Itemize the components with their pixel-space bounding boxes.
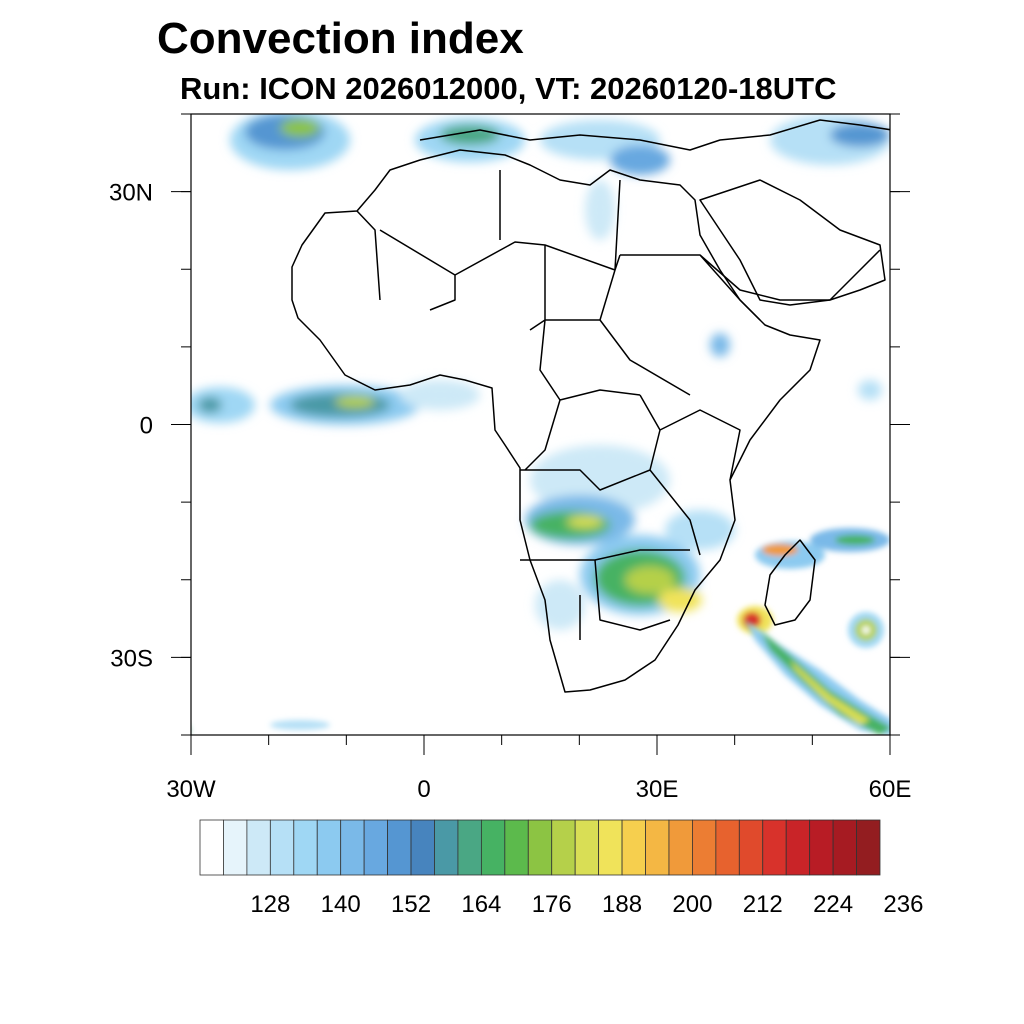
colorbar-swatch [527, 819, 553, 876]
arabia [699, 179, 886, 306]
colorbar-swatch [621, 819, 646, 876]
colorbar-swatch [832, 819, 857, 876]
chart-subtitle: Run: ICON 2026012000, VT: 20260120-18UTC [180, 71, 837, 106]
colorbar-label: 164 [461, 891, 501, 918]
colorbar-swatch [551, 819, 576, 876]
colorbar-swatch [246, 819, 271, 876]
chart-title: Convection index [157, 14, 524, 63]
colorbar-swatch [363, 819, 388, 876]
lon-tick-label: 0 [417, 776, 430, 803]
colorbar-swatch [293, 819, 318, 876]
colorbar-swatch [692, 819, 717, 876]
colorbar-label: 212 [743, 891, 783, 918]
field-indian-ocean [270, 528, 890, 730]
plot-frame [190, 113, 891, 736]
colorbar-swatch [762, 819, 787, 876]
colorbar-swatch [410, 819, 435, 876]
field-north-atlantic [230, 114, 890, 240]
colorbar: 128 140 152 164 176 188 200 212 224 236 [199, 819, 923, 918]
colorbar-swatch [785, 819, 811, 876]
colorbar-swatch [223, 819, 248, 876]
colorbar-label: 224 [813, 891, 853, 918]
colorbar-swatch [387, 819, 412, 876]
colorbar-swatch [457, 819, 482, 876]
colorbar-label: 176 [532, 891, 572, 918]
convection-field [191, 114, 890, 735]
colorbar-swatch [574, 819, 600, 876]
field-se-band [745, 620, 890, 735]
lon-tick-label: 60E [869, 776, 912, 803]
lon-tick-label: 30W [166, 776, 216, 803]
colorbar-label: 188 [602, 891, 642, 918]
colorbar-swatch [856, 819, 881, 876]
colorbar-swatch [316, 819, 342, 876]
lat-tick-label: 30N [109, 180, 153, 207]
colorbar-swatch [738, 819, 764, 876]
colorbar-swatch [645, 819, 670, 876]
colorbar-swatch [269, 819, 295, 876]
inner-borders [356, 170, 881, 640]
colorbar-label: 236 [883, 891, 923, 918]
colorbar-label: 152 [391, 891, 431, 918]
colorbar-swatch [340, 819, 365, 876]
field-itcz [191, 333, 882, 425]
axes: 30N 0 30S 30W 0 30E 60E [109, 113, 912, 803]
mediterranean-shores [419, 119, 890, 151]
country-borders [291, 119, 890, 693]
colorbar-swatch [199, 819, 224, 876]
madagascar [764, 539, 816, 626]
colorbar-label: 128 [250, 891, 290, 918]
colorbar-swatch [598, 819, 623, 876]
africa-coastline [291, 149, 821, 693]
colorbar-swatch [668, 819, 693, 876]
colorbar-swatch [480, 819, 506, 876]
field-southern-africa [525, 445, 735, 630]
colorbar-swatch [809, 819, 834, 876]
colorbar-label: 200 [672, 891, 712, 918]
colorbar-label: 140 [321, 891, 361, 918]
lon-tick-label: 30E [636, 776, 679, 803]
lat-tick-label: 0 [140, 413, 153, 440]
colorbar-swatch [434, 819, 459, 876]
lat-tick-label: 30S [110, 645, 153, 672]
colorbar-swatch [504, 819, 529, 876]
colorbar-swatch [715, 819, 740, 876]
